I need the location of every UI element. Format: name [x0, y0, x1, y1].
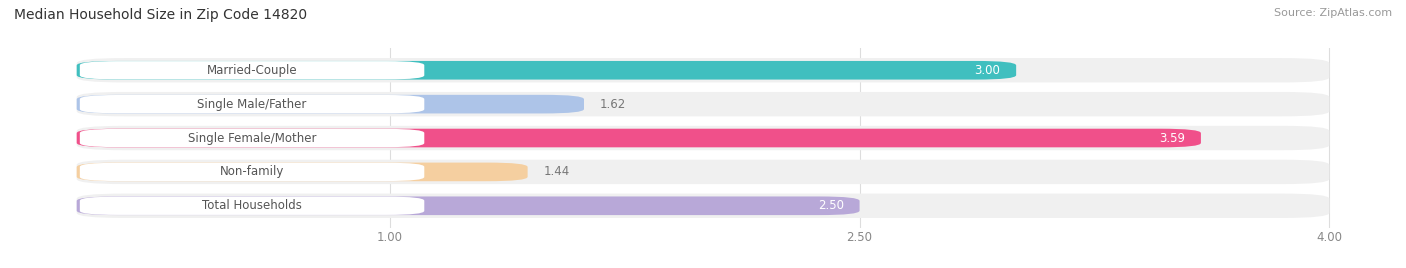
- FancyBboxPatch shape: [80, 129, 425, 147]
- Text: Single Male/Father: Single Male/Father: [197, 98, 307, 111]
- Text: 3.00: 3.00: [974, 64, 1001, 77]
- FancyBboxPatch shape: [77, 193, 1329, 218]
- FancyBboxPatch shape: [77, 92, 1329, 116]
- Text: Non-family: Non-family: [219, 165, 284, 178]
- FancyBboxPatch shape: [77, 196, 859, 215]
- Text: 1.44: 1.44: [543, 165, 569, 178]
- Text: Total Households: Total Households: [202, 199, 302, 212]
- Text: Single Female/Mother: Single Female/Mother: [188, 132, 316, 144]
- Text: 3.59: 3.59: [1160, 132, 1185, 144]
- Text: 1.62: 1.62: [600, 98, 626, 111]
- FancyBboxPatch shape: [80, 61, 425, 79]
- FancyBboxPatch shape: [77, 126, 1329, 150]
- FancyBboxPatch shape: [77, 163, 527, 181]
- FancyBboxPatch shape: [77, 58, 1329, 83]
- FancyBboxPatch shape: [77, 61, 1017, 80]
- FancyBboxPatch shape: [80, 163, 425, 181]
- Text: 2.50: 2.50: [818, 199, 844, 212]
- Text: Median Household Size in Zip Code 14820: Median Household Size in Zip Code 14820: [14, 8, 307, 22]
- Text: Married-Couple: Married-Couple: [207, 64, 298, 77]
- Text: Source: ZipAtlas.com: Source: ZipAtlas.com: [1274, 8, 1392, 18]
- FancyBboxPatch shape: [77, 160, 1329, 184]
- FancyBboxPatch shape: [80, 95, 425, 113]
- FancyBboxPatch shape: [77, 129, 1201, 147]
- FancyBboxPatch shape: [80, 197, 425, 215]
- FancyBboxPatch shape: [77, 95, 583, 113]
